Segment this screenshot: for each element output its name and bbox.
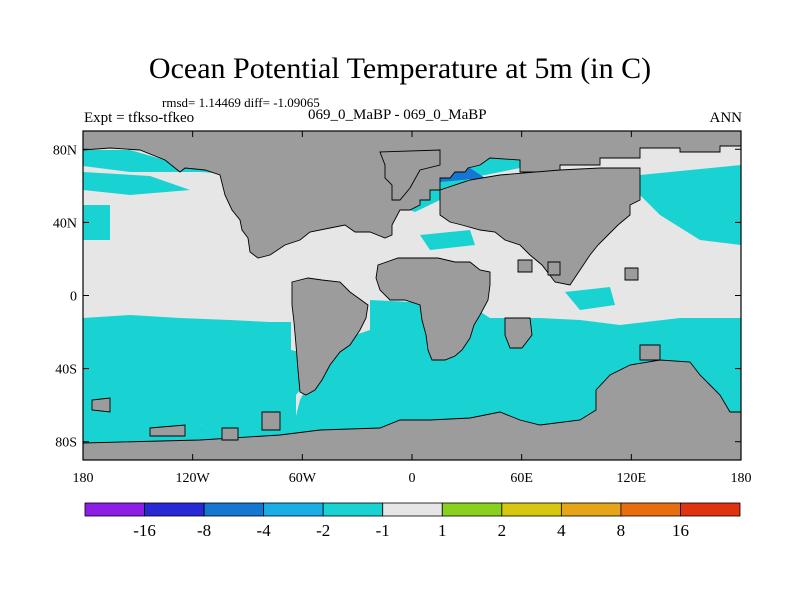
lon-tick-label: 60E xyxy=(510,471,533,486)
land-island-2 xyxy=(149,424,186,437)
lon-tick-label: 120E xyxy=(617,471,647,486)
colorbar-bin xyxy=(441,502,503,517)
colorbar-bin xyxy=(620,502,681,517)
lat-tick-label: 0 xyxy=(70,290,77,305)
colorbar-label: 16 xyxy=(672,521,689,540)
lon-tick-label: 60W xyxy=(289,471,317,486)
land-island-8 xyxy=(624,267,639,281)
land-south-america xyxy=(291,277,369,396)
colorbar-bin xyxy=(501,502,562,517)
land-masses xyxy=(83,131,741,460)
colorbar-bin xyxy=(382,502,443,517)
land-greenland xyxy=(379,149,441,201)
colorbar-bin xyxy=(322,502,384,517)
lon-tick-label: 120W xyxy=(176,471,211,486)
colorbar-label: 2 xyxy=(498,521,507,540)
lat-tick-label: 80S xyxy=(55,436,77,451)
land-island-4 xyxy=(639,344,661,361)
colorbar-label: 8 xyxy=(617,521,626,540)
colorbar-bin xyxy=(263,502,324,517)
colorbar-bin xyxy=(680,502,741,517)
chart-title: Ocean Potential Temperature at 5m (in C) xyxy=(148,52,652,85)
colorbar-label: -8 xyxy=(197,521,211,540)
land-island-5 xyxy=(221,427,239,441)
longitude-axis: 180 120W 60W 0 60E 120E 180 xyxy=(73,131,752,486)
experiment-label: Expt = tfkso-tfkeo xyxy=(84,110,195,126)
cases-label: 069_0_MaBP - 069_0_MaBP xyxy=(308,107,487,123)
stats-line: rmsd= 1.14469 diff= -1.09065 xyxy=(162,95,320,110)
colorbar-bin xyxy=(84,502,145,517)
lon-tick-label: 0 xyxy=(409,471,416,486)
colorbar-label: 1 xyxy=(438,521,447,540)
colorbar-label: -2 xyxy=(316,521,330,540)
land-india-arabia xyxy=(504,317,533,349)
colorbar-bin xyxy=(203,502,265,517)
colorbar-bin xyxy=(144,502,205,517)
lon-tick-label: 180 xyxy=(73,471,94,486)
map-plot-area xyxy=(83,131,741,460)
atlantic-tropical-cool-patch xyxy=(420,230,475,250)
land-island-6 xyxy=(517,259,533,273)
lat-tick-label: 80N xyxy=(53,143,77,158)
colorbar-labels: -16 -8 -4 -2 -1 1 2 4 8 16 xyxy=(133,521,689,540)
colorbar-label: -16 xyxy=(133,521,156,540)
colorbar-label: 4 xyxy=(557,521,566,540)
southern-ocean-cool-band xyxy=(83,300,741,445)
season-label: ANN xyxy=(709,110,743,126)
west-pacific-cool-patch xyxy=(83,205,110,240)
latitude-axis: 80N 40N 0 40S 80S xyxy=(53,143,741,451)
land-north-america xyxy=(83,131,741,259)
indian-ocean-cool-patch xyxy=(565,287,615,310)
land-antarctica-east xyxy=(83,359,741,460)
lat-tick-label: 40N xyxy=(53,216,77,231)
land-africa xyxy=(375,257,491,361)
lat-tick-label: 40S xyxy=(55,363,77,378)
land-island-1 xyxy=(91,397,111,413)
colorbar-label: -4 xyxy=(257,521,272,540)
lon-tick-label: 180 xyxy=(731,471,752,486)
land-island-7 xyxy=(547,261,561,276)
colorbar xyxy=(84,502,741,517)
north-pacific-cool-patch xyxy=(83,172,190,195)
land-eurasia xyxy=(439,167,641,286)
land-island-3 xyxy=(261,411,281,431)
colorbar-label: -1 xyxy=(376,521,390,540)
northeast-pacific-cool-patch xyxy=(640,165,741,245)
colorbar-bin xyxy=(560,502,622,517)
